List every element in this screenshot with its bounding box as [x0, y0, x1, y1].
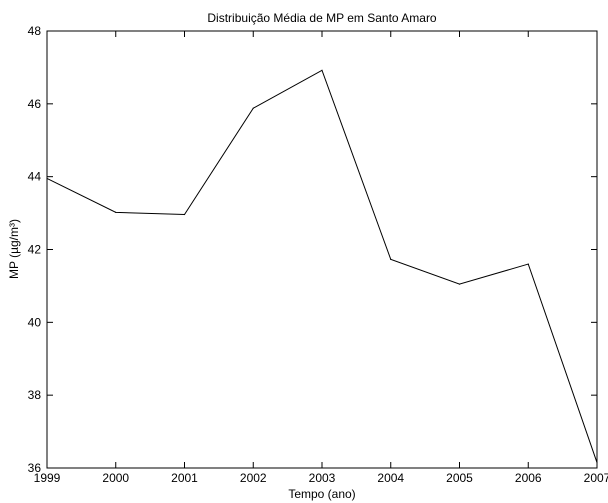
y-tick-label: 42 [28, 243, 42, 257]
x-tick-label: 2006 [515, 471, 542, 485]
data-point [527, 263, 529, 265]
data-point [252, 107, 254, 109]
data-point [183, 213, 186, 216]
series-layer [46, 69, 598, 464]
x-tick-label: 2004 [377, 471, 404, 485]
y-axis-ticks: 36 38 40 42 44 46 48 [28, 24, 597, 475]
x-tick-label: 2007 [584, 471, 608, 485]
x-tick-label: 2001 [171, 471, 198, 485]
data-point [390, 258, 392, 260]
x-tick-label: 1999 [34, 471, 61, 485]
y-tick-label: 36 [28, 461, 42, 475]
y-tick-label: 40 [28, 315, 42, 329]
x-tick-label: 2002 [240, 471, 267, 485]
y-tick-label: 44 [28, 170, 42, 184]
chart-title: Distribuição Média de MP em Santo Amaro [207, 11, 437, 25]
x-tick-label: 2003 [309, 471, 336, 485]
x-axis-ticks: 1999 2000 2001 2002 2003 2004 2005 2006 2007 [34, 31, 608, 485]
y-tick-label: 46 [28, 97, 42, 111]
data-point [46, 177, 48, 180]
x-tick-label: 2000 [102, 471, 129, 485]
data-point [321, 69, 323, 71]
x-axis-label: Tempo (ano) [288, 487, 355, 501]
data-point [596, 461, 598, 464]
y-axis-label: MP (µg/m³) [7, 219, 21, 279]
data-point [458, 283, 461, 285]
x-tick-label: 2005 [446, 471, 473, 485]
data-point [115, 211, 117, 213]
y-tick-label: 38 [28, 388, 42, 402]
y-tick-label: 48 [28, 24, 42, 38]
